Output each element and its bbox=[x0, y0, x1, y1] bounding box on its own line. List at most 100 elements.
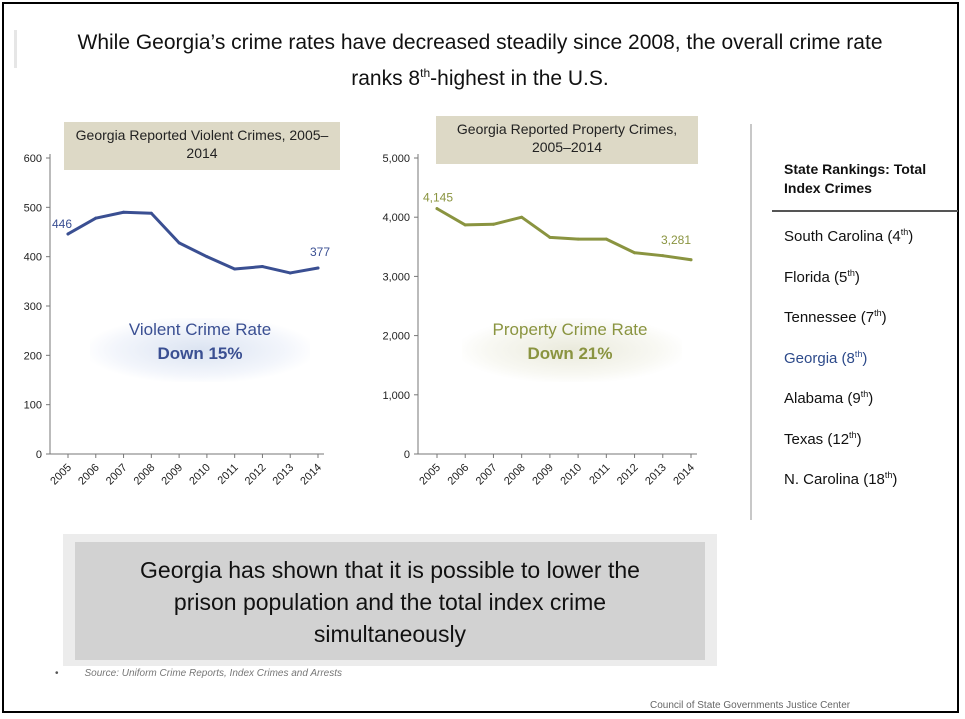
property-chart-title: Georgia Reported Property Crimes, 2005–2… bbox=[436, 116, 698, 164]
ranking-item: Texas (12th) bbox=[784, 425, 862, 450]
ranking-item-close: ) bbox=[908, 228, 914, 245]
property-data-point bbox=[576, 237, 580, 241]
violent-callout: Violent Crime Rate Down 15% bbox=[100, 318, 300, 366]
ranking-item: N. Carolina (18th) bbox=[784, 465, 897, 490]
ranking-item-close: ) bbox=[854, 268, 860, 286]
property-x-tick-label: 2005 bbox=[417, 462, 443, 488]
headline-line-2-post: -highest in the U.S. bbox=[430, 67, 609, 90]
violent-x-tick-label: 2011 bbox=[216, 462, 241, 487]
ranking-item-close: ) bbox=[892, 471, 898, 488]
ranking-item-name: Tennessee (7 bbox=[784, 309, 875, 326]
violent-chart-title: Georgia Reported Violent Crimes, 2005–20… bbox=[64, 122, 340, 170]
ranking-item-name: South Carolina (4 bbox=[784, 228, 901, 245]
ranking-item-superscript: th bbox=[847, 267, 855, 278]
property-data-point bbox=[661, 254, 665, 258]
violent-x-tick-label: 2010 bbox=[187, 462, 213, 488]
ranking-item-superscript: th bbox=[884, 470, 893, 480]
violent-last-data-label: 377 bbox=[310, 245, 330, 259]
violent-data-point bbox=[122, 210, 126, 214]
violent-y-tick-label: 300 bbox=[24, 301, 42, 313]
property-data-point bbox=[548, 235, 552, 239]
ranking-item-name: Texas (12 bbox=[784, 430, 850, 448]
ranking-item-name: Florida (5 bbox=[784, 268, 848, 286]
property-callout-glow bbox=[462, 318, 682, 382]
headline-superscript: th bbox=[420, 66, 431, 80]
violent-y-tick-label: 100 bbox=[24, 400, 42, 412]
ranking-item-superscript: th bbox=[854, 348, 863, 359]
violent-x-tick-label: 2012 bbox=[243, 462, 269, 488]
banner-line-3: simultaneously bbox=[313, 621, 467, 647]
violent-data-point bbox=[94, 216, 98, 220]
ranking-item: Georgia (8th) bbox=[784, 344, 867, 369]
property-y-tick-label: 0 bbox=[404, 449, 410, 461]
ranking-item-close: ) bbox=[881, 309, 887, 326]
ranking-item: South Carolina (4th) bbox=[784, 222, 913, 247]
ranking-item-superscript: th bbox=[900, 227, 909, 237]
decorative-bar bbox=[14, 30, 17, 68]
violent-callout-change: Down 15% bbox=[157, 344, 243, 363]
headline-line-1: While Georgia’s crime rates have decreas… bbox=[77, 31, 883, 54]
ranking-item: Florida (5th) bbox=[784, 263, 860, 288]
violent-y-tick-label: 400 bbox=[24, 252, 42, 264]
property-series-line bbox=[435, 207, 693, 262]
vertical-divider bbox=[750, 124, 752, 520]
violent-x-tick-label: 2013 bbox=[271, 462, 297, 488]
credit-text: Council of State Governments Justice Cen… bbox=[650, 700, 851, 711]
headline-line-2: ranks 8th-highest in the U.S. bbox=[40, 58, 920, 94]
ranking-item-name: N. Carolina (18 bbox=[784, 471, 885, 488]
property-x-tick-label: 2007 bbox=[474, 462, 500, 488]
property-data-point bbox=[435, 207, 439, 211]
ranking-item: Tennessee (7th) bbox=[784, 303, 887, 328]
violent-x-tick-label: 2014 bbox=[298, 462, 324, 488]
ranking-item-name: Alabama (9 bbox=[784, 390, 861, 407]
property-y-tick-label: 3,000 bbox=[382, 271, 410, 283]
property-data-point bbox=[633, 251, 637, 255]
violent-data-point bbox=[66, 232, 70, 236]
violent-x-tick-label: 2008 bbox=[132, 462, 158, 488]
property-data-point bbox=[491, 222, 495, 226]
property-x-tick-label: 2010 bbox=[558, 462, 584, 488]
rankings-header: State Rankings: Total Index Crimes bbox=[784, 161, 927, 196]
violent-data-point bbox=[260, 265, 264, 269]
violent-x-tick-label: 2009 bbox=[159, 462, 185, 488]
rankings-rule bbox=[772, 210, 958, 212]
property-callout: Property Crime Rate Down 21% bbox=[470, 318, 670, 366]
ranking-item-close: ) bbox=[856, 430, 862, 448]
violent-data-point bbox=[288, 271, 292, 275]
ranking-item-superscript: th bbox=[860, 389, 869, 399]
violent-data-point bbox=[205, 255, 209, 259]
headline-line-2-pre: ranks 8 bbox=[351, 67, 421, 90]
violent-x-tick-label: 2006 bbox=[76, 462, 102, 488]
violent-x-tick-label: 2005 bbox=[48, 462, 74, 488]
property-x-tick-label: 2012 bbox=[615, 462, 641, 488]
property-data-point bbox=[463, 223, 467, 227]
banner-line-2: prison population and the total index cr… bbox=[173, 589, 607, 615]
property-y-tick-label: 4,000 bbox=[382, 212, 410, 224]
ranking-item-name: Georgia (8 bbox=[784, 349, 855, 367]
property-data-point bbox=[689, 258, 693, 262]
violent-callout-name: Violent Crime Rate bbox=[128, 320, 272, 339]
ranking-item-close: ) bbox=[868, 390, 874, 407]
violent-data-point bbox=[149, 211, 153, 215]
property-x-tick-label: 2009 bbox=[530, 462, 556, 488]
violent-data-point bbox=[233, 267, 237, 271]
violent-x-tick-label: 2007 bbox=[104, 462, 130, 488]
property-y-tick-label: 5,000 bbox=[382, 153, 410, 165]
property-last-data-label: 3,281 bbox=[661, 233, 691, 247]
source-bullet: • bbox=[55, 668, 59, 679]
violent-y-tick-label: 200 bbox=[24, 350, 42, 362]
property-y-tick-label: 2,000 bbox=[382, 331, 410, 343]
violent-first-data-label: 446 bbox=[52, 217, 72, 231]
violent-y-tick-label: 0 bbox=[36, 449, 42, 461]
property-y-tick-label: 1,000 bbox=[382, 390, 410, 402]
ranking-item-close: ) bbox=[862, 349, 868, 367]
violent-y-tick-label: 500 bbox=[24, 202, 42, 214]
violent-y-tick-label: 600 bbox=[24, 153, 42, 165]
violent-series-line bbox=[66, 210, 320, 275]
slide-headline: While Georgia’s crime rates have decreas… bbox=[40, 28, 920, 94]
property-x-tick-label: 2013 bbox=[643, 462, 669, 488]
property-callout-change: Down 21% bbox=[527, 344, 613, 363]
property-x-tick-label: 2008 bbox=[502, 462, 528, 488]
